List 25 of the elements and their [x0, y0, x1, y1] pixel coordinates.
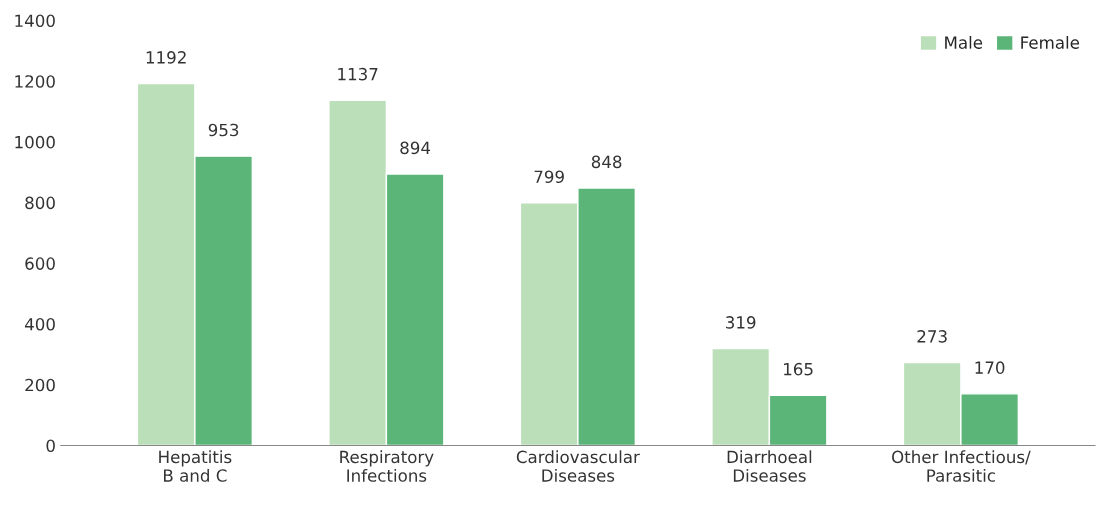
- data-label: 165: [784, 362, 813, 376]
- x-tick-label: Hepatitis B and C: [159, 450, 232, 482]
- y-tick-label: 400: [24, 317, 55, 331]
- data-label: 1192: [146, 51, 186, 64]
- y-tick-label: 600: [25, 257, 55, 270]
- y-tick-label: 0: [46, 439, 55, 453]
- data-label: 953: [208, 123, 239, 137]
- data-label: 319: [726, 316, 756, 329]
- x-tick-label: Cardiovascular Diseases: [516, 450, 640, 482]
- legend-label: Male: [945, 35, 983, 49]
- data-label: 170: [975, 361, 1005, 374]
- y-tick-label: 200: [25, 378, 55, 392]
- legend-label: Female: [1021, 35, 1080, 49]
- data-label: 273: [917, 330, 947, 343]
- y-tick-label: 800: [25, 196, 55, 210]
- y-tick-label: 1200: [15, 75, 55, 88]
- x-tick-label: Respiratory Infections: [340, 450, 434, 482]
- x-tick-label: Diarrhoeal Diseases: [727, 450, 812, 482]
- data-label: 894: [400, 141, 431, 155]
- data-label: 1137: [338, 67, 378, 81]
- data-label: 799: [534, 170, 564, 184]
- y-tick-label: 1000: [15, 135, 55, 149]
- x-tick-label: Other Infectious/ Parasitic: [892, 450, 1031, 482]
- y-tick-label: 1400: [15, 14, 55, 28]
- data-label: 848: [591, 155, 622, 169]
